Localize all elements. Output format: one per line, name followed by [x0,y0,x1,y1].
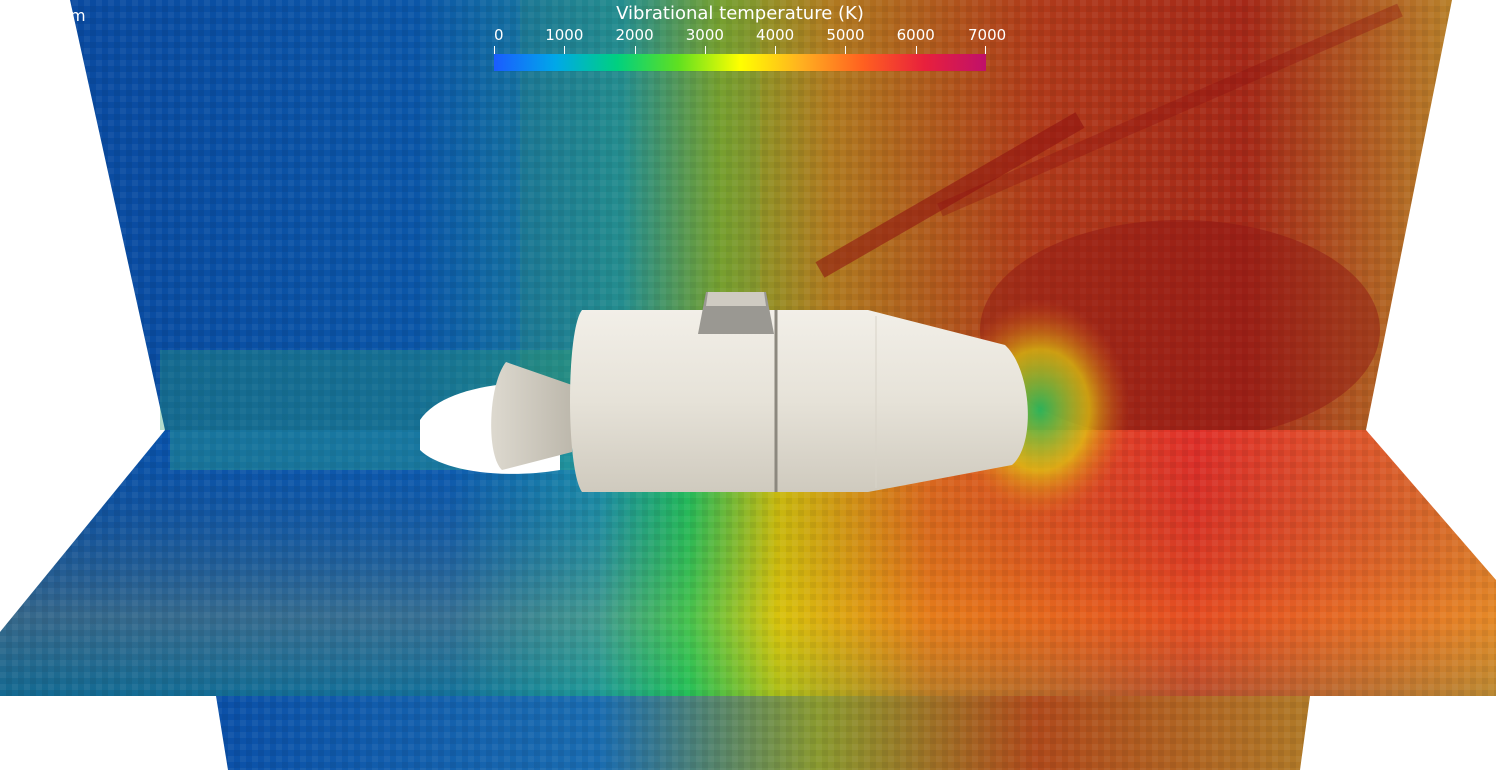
colorbar-tick-label: 6000 [896,26,935,44]
colorbar-tick-mark [634,46,636,54]
capsule-body [570,310,1028,492]
colorbar-ticks: 0 1000 2000 3000 4000 5000 6000 7000 [494,26,1006,54]
colorbar-title: Vibrational temperature (K) [616,3,864,24]
colorbar [494,54,986,71]
colorbar-tick-label: 0 [494,26,504,44]
colorbar-tick-mark [985,46,986,54]
colorbar-tick-mark [915,46,917,54]
colorbar-tick-label: 2000 [615,26,654,44]
colorbar-tick-label: 3000 [685,26,724,44]
colorbar-tick-label: 7000 [968,26,1007,44]
colorbar-tick-mark [704,46,706,54]
spacecraft-model [491,292,1028,492]
colorbar-tick-label: 1000 [545,26,584,44]
colorbar-tick-mark [845,46,847,54]
corner-label: m [70,6,86,25]
engine-nozzle [491,362,572,470]
colorbar-tick-mark [494,46,495,54]
colorbar-tick-label: 5000 [826,26,865,44]
colorbar-tick-mark [775,46,777,54]
colorbar-tick-label: 4000 [756,26,795,44]
colorbar-tick-mark [564,46,566,54]
